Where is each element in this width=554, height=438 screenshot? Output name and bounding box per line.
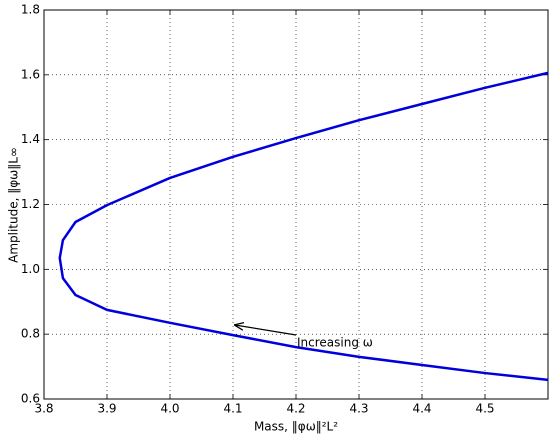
y-tick-label: 1.2 [21,197,40,211]
x-tick-label: 4.2 [286,402,305,416]
y-tick-label: 0.8 [21,327,40,341]
x-tick-label: 4.3 [349,402,368,416]
y-tick-label: 1.6 [21,67,40,81]
y-tick-label: 1.8 [21,3,40,17]
x-tick-label: 3.9 [97,402,116,416]
x-axis-label: Mass, ‖φω‖²L² [254,420,338,434]
y-tick-label: 1.4 [21,132,40,146]
annotation: Increasing ω [297,336,373,350]
data-line [58,71,549,382]
y-tick-label: 1.0 [21,262,40,276]
y-tick-label: 0.6 [21,392,40,406]
x-tick-label: 4.5 [475,402,494,416]
y-axis-label: Amplitude, ‖φω‖L∞ [7,147,21,263]
annotation-arrow [235,325,297,336]
plot-frame [43,9,549,400]
x-tick-label: 4.0 [160,402,179,416]
x-tick-label: 4.1 [223,402,242,416]
x-tick-label: 3.8 [34,402,53,416]
x-tick-label: 4.4 [412,402,431,416]
